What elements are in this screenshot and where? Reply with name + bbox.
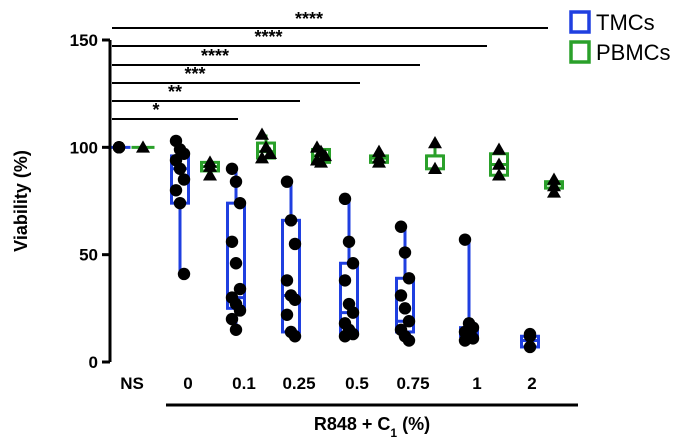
pbmc-point bbox=[428, 136, 442, 149]
tmc-point bbox=[523, 330, 537, 343]
significance-label: * bbox=[152, 100, 159, 120]
legend: TMCs PBMCs bbox=[569, 10, 671, 65]
tmc-point bbox=[177, 173, 191, 186]
legend-label: TMCs bbox=[596, 10, 655, 35]
x-tick-label: 0.1 bbox=[232, 374, 256, 393]
y-tick-label: 50 bbox=[79, 246, 98, 265]
pbmc-point bbox=[492, 142, 506, 155]
tmc-point bbox=[346, 257, 360, 270]
y-tick-label: 150 bbox=[70, 31, 98, 50]
pbmc-point bbox=[547, 178, 561, 192]
y-tick-label: 0 bbox=[89, 353, 98, 372]
tmc-point bbox=[342, 235, 356, 248]
tmc-point bbox=[280, 175, 294, 188]
pbmc-point bbox=[492, 168, 506, 181]
data-points bbox=[112, 127, 561, 354]
tmc-point bbox=[225, 312, 239, 326]
tmc-point bbox=[173, 196, 187, 210]
legend-swatch bbox=[569, 40, 591, 64]
pbmc-point bbox=[314, 155, 328, 168]
tmc-point bbox=[288, 330, 302, 343]
tmc-point bbox=[338, 330, 352, 343]
tmc-point bbox=[233, 282, 247, 296]
tmc-point bbox=[280, 274, 294, 287]
tmc-point bbox=[346, 306, 360, 319]
x-tick-label: 0.75 bbox=[396, 374, 429, 393]
tmc-point bbox=[398, 246, 412, 259]
tmc-point bbox=[177, 267, 191, 281]
tmc-point bbox=[112, 141, 126, 154]
tmc-point bbox=[338, 274, 352, 287]
x-tick-label: NS bbox=[120, 374, 144, 393]
tmc-point bbox=[288, 293, 302, 306]
tmc-point bbox=[233, 196, 247, 210]
tmc-point bbox=[229, 175, 243, 188]
tmc-point bbox=[402, 334, 416, 347]
pbmc-point bbox=[255, 151, 269, 164]
pbmc-point bbox=[547, 172, 561, 185]
pbmc-point bbox=[263, 146, 277, 160]
y-axis-label: Viability (%) bbox=[11, 150, 31, 252]
x-tick-label: 0.5 bbox=[345, 374, 369, 393]
tmc-point bbox=[225, 235, 239, 248]
x-tick-label: 2 bbox=[527, 374, 536, 393]
significance-label: **** bbox=[201, 46, 229, 66]
y-tick-label: 100 bbox=[70, 138, 98, 157]
x-tick-label: 0.25 bbox=[282, 374, 315, 393]
pbmc-point bbox=[428, 161, 442, 175]
x-tick-label: 1 bbox=[472, 374, 481, 393]
pbmc-point bbox=[492, 157, 506, 170]
legend-swatch bbox=[569, 10, 591, 34]
pbmc-point bbox=[203, 168, 217, 181]
tmc-point bbox=[233, 304, 247, 317]
axes: 0 50 100 150 Viability (%) NS 0 0.1 0.25 0.5 0.75 1… bbox=[11, 31, 578, 440]
significance-label: **** bbox=[295, 9, 323, 29]
x-axis-label: R848 + C1 (%) bbox=[314, 414, 430, 440]
legend-label: PBMCs bbox=[596, 40, 671, 65]
tmc-point bbox=[458, 233, 472, 246]
significance-label: *** bbox=[184, 64, 205, 84]
tmc-point bbox=[225, 162, 239, 175]
pbmc-point bbox=[372, 155, 386, 168]
tmc-point bbox=[229, 323, 243, 336]
tmc-point bbox=[284, 214, 298, 227]
tmc-point bbox=[523, 340, 537, 354]
x-tick-label: 0 bbox=[183, 374, 192, 393]
tmc-point bbox=[288, 237, 302, 251]
tmc-point bbox=[173, 162, 187, 175]
pbmc-point bbox=[255, 127, 269, 140]
tmc-point bbox=[169, 184, 183, 197]
tmc-point bbox=[229, 257, 243, 270]
pbmc-point bbox=[547, 185, 561, 198]
significance-label: **** bbox=[254, 27, 282, 47]
pbmc-point bbox=[203, 159, 217, 172]
tmc-point bbox=[402, 315, 416, 328]
tmc-point bbox=[458, 334, 472, 347]
significance-label: ** bbox=[168, 82, 182, 102]
pbmc-point bbox=[372, 144, 386, 157]
significance-brackets: ****************** bbox=[112, 9, 548, 120]
tmc-point bbox=[280, 308, 294, 321]
tmc-point bbox=[338, 192, 352, 206]
tmc-point bbox=[398, 302, 412, 315]
tmc-point bbox=[394, 220, 408, 233]
tmc-point bbox=[402, 272, 416, 285]
tmc-point bbox=[394, 289, 408, 302]
pbmc-point bbox=[136, 140, 150, 153]
